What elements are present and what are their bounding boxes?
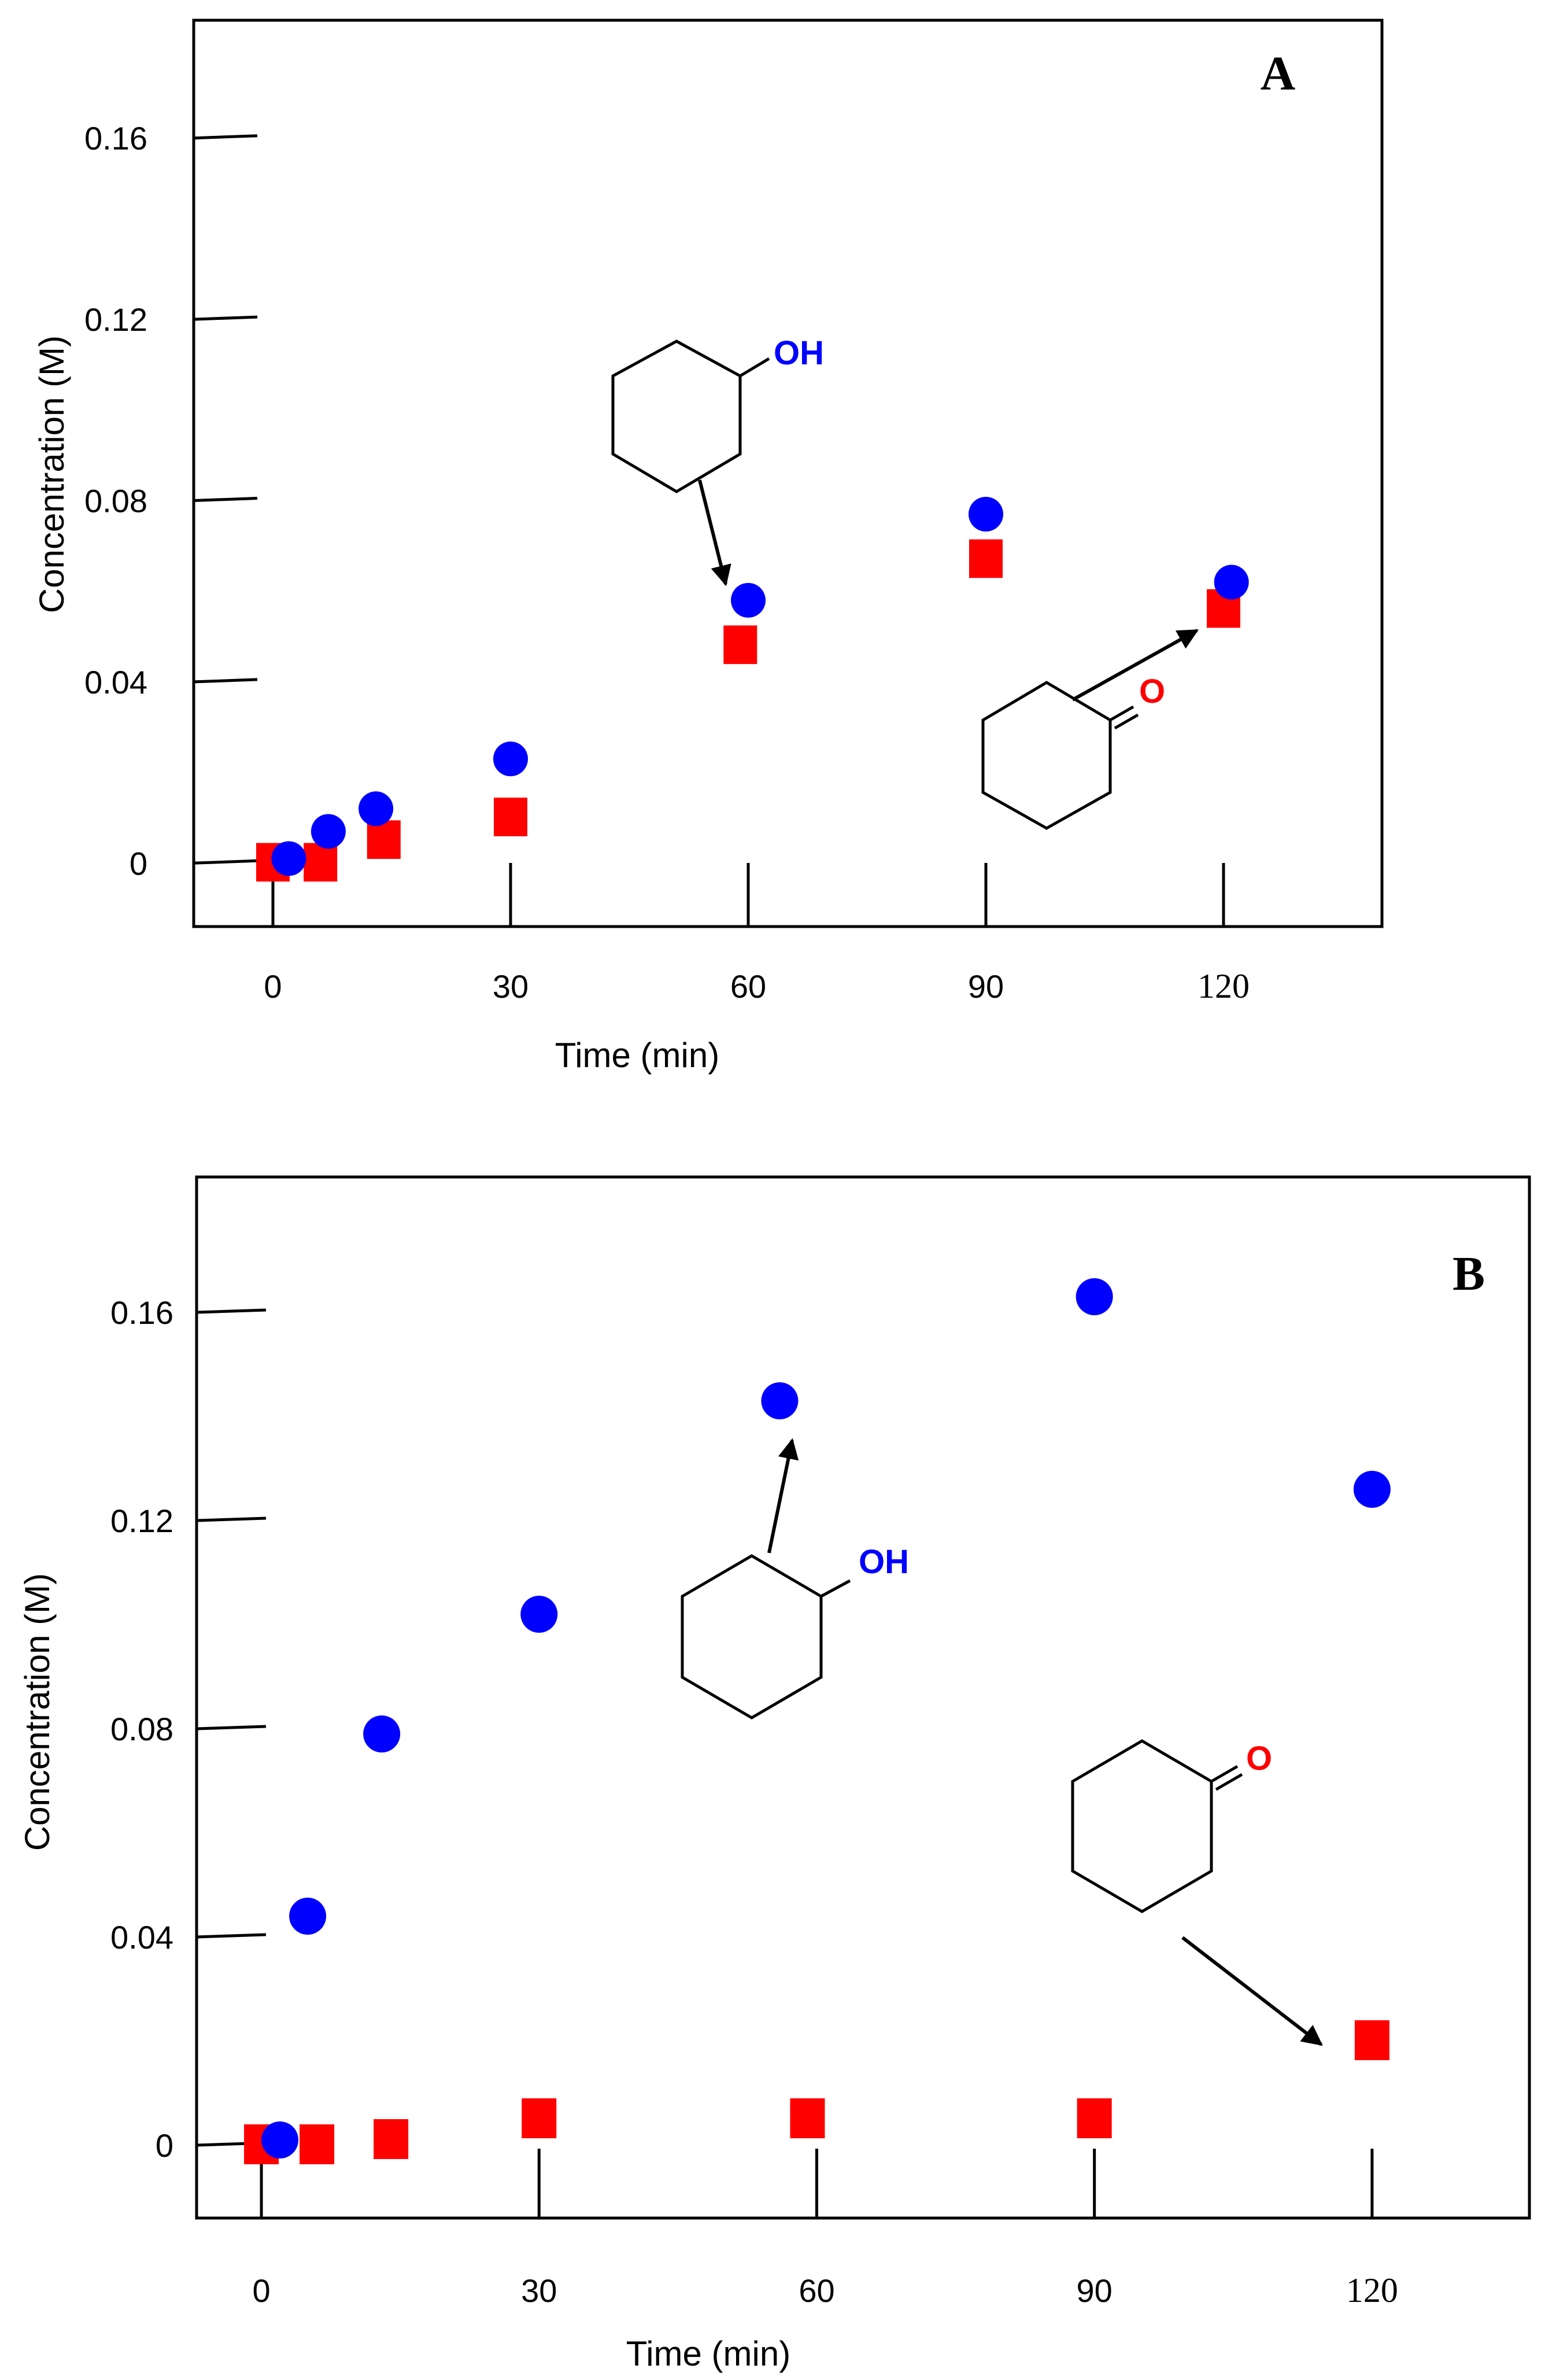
- cyclohexanol-arrow: [767, 1438, 799, 1554]
- x-axis-title: Time (min): [555, 1036, 719, 1075]
- x-tick-label: 0: [264, 968, 282, 1005]
- y-tick-label: 0: [156, 2127, 173, 2164]
- cyclohexanone-structure: [981, 681, 1139, 830]
- y-tick-label: 0.12: [110, 1503, 173, 1539]
- y-tick-label: 0.16: [110, 1294, 173, 1331]
- y-tick: [193, 678, 258, 684]
- y-axis: 0 0.04 0.08 0.12 0.16: [110, 1294, 267, 2164]
- cyclohexanone-point: [790, 2098, 825, 2138]
- cyclohexanone-structure: [1071, 1739, 1243, 1913]
- hydroxyl-label: OH: [774, 334, 824, 372]
- y-tick: [196, 1725, 267, 1730]
- panel-label: B: [1453, 1247, 1485, 1301]
- cyclohexanol-point: [261, 2121, 299, 2158]
- y-axis-title: Concentration (M): [18, 1573, 57, 1851]
- cyclohexanone-arrow: [1071, 629, 1199, 702]
- y-tick: [196, 1933, 267, 1939]
- cyclohexanone-point: [1354, 2020, 1389, 2060]
- x-tick-label: 0: [252, 2272, 270, 2309]
- cyclohexanol-point: [731, 582, 766, 618]
- y-tick-label: 0.16: [84, 120, 147, 157]
- cyclohexanol-point: [363, 1715, 401, 1752]
- y-tick-label: 0.12: [84, 301, 147, 338]
- cyclohexanone-point: [300, 2124, 335, 2164]
- cyclohexanol-point: [271, 841, 306, 876]
- cyclohexanol-point: [1076, 1278, 1113, 1315]
- cyclohexanone-point: [1077, 2098, 1112, 2138]
- cyclohexanol-point: [1353, 1471, 1391, 1508]
- hydroxyl-label: OH: [859, 1543, 909, 1581]
- cyclohexanone-point: [494, 798, 527, 836]
- plot-frame: [195, 1175, 1531, 2220]
- panel-a: 0 0.04 0.08 0.12 0.16 0 30 60 90 120 A Time (min…: [32, 19, 1384, 1075]
- x-axis-title: Time (min): [626, 2334, 790, 2373]
- cyclohexanone-point: [522, 2098, 557, 2138]
- x-axis: 0 30 60 90 120: [264, 863, 1250, 1005]
- y-tick-label: 0.08: [110, 1711, 173, 1747]
- y-tick-label: 0.04: [110, 1919, 173, 1955]
- x-tick-label: 30: [493, 968, 529, 1005]
- cyclohexanol-structure: [611, 340, 770, 493]
- cyclohexanone-point: [969, 539, 1003, 578]
- y-axis: 0 0.04 0.08 0.12 0.16: [84, 120, 258, 881]
- x-tick-label: 120: [1198, 967, 1250, 1005]
- cyclohexanol-point: [289, 1898, 327, 1935]
- x-tick-label: 60: [799, 2272, 834, 2309]
- y-tick: [196, 1308, 267, 1314]
- cyclohexanone-point: [304, 843, 338, 882]
- data-marks: [244, 1278, 1391, 2164]
- cyclohexanol-point: [520, 1596, 558, 1633]
- cyclohexanol-point: [311, 814, 346, 849]
- x-tick-label: 30: [521, 2272, 557, 2309]
- panel-b: 0 0.04 0.08 0.12 0.16 0 30 60 90 120 B Time (min…: [18, 1175, 1531, 2373]
- x-tick-label: 60: [730, 968, 766, 1005]
- cyclohexanol-point: [1214, 564, 1249, 600]
- y-axis-title: Concentration (M): [32, 335, 71, 613]
- cyclohexanol-point: [493, 741, 528, 777]
- cyclohexanol-point: [969, 497, 1003, 532]
- carbonyl-label: O: [1139, 673, 1165, 710]
- cyclohexanone-point: [374, 2119, 409, 2159]
- cyclohexanol-structure: [681, 1554, 851, 1719]
- cyclohexanone-point: [367, 820, 401, 859]
- plot-frame: [192, 19, 1384, 928]
- y-tick: [193, 134, 258, 140]
- data-marks: [256, 497, 1249, 882]
- y-tick: [196, 1516, 267, 1522]
- cyclohexanol-point: [359, 791, 394, 826]
- y-tick-label: 0.04: [84, 664, 147, 700]
- cyclohexanone-point: [723, 625, 757, 665]
- x-tick-label: 120: [1346, 2271, 1398, 2309]
- y-tick: [193, 497, 258, 503]
- y-tick-label: 0: [130, 845, 147, 881]
- x-axis: 0 30 60 90 120: [252, 2149, 1398, 2309]
- panel-label: A: [1261, 47, 1296, 101]
- y-tick: [193, 315, 258, 321]
- cyclohexanone-arrow: [1181, 1936, 1323, 2046]
- x-tick-label: 90: [968, 968, 1004, 1005]
- carbonyl-label: O: [1246, 1740, 1272, 1777]
- y-tick: [193, 859, 258, 865]
- cyclohexanol-point: [761, 1382, 799, 1419]
- cyclohexanol-arrow: [698, 479, 731, 586]
- x-tick-label: 90: [1077, 2272, 1113, 2309]
- y-tick-label: 0.08: [84, 483, 147, 519]
